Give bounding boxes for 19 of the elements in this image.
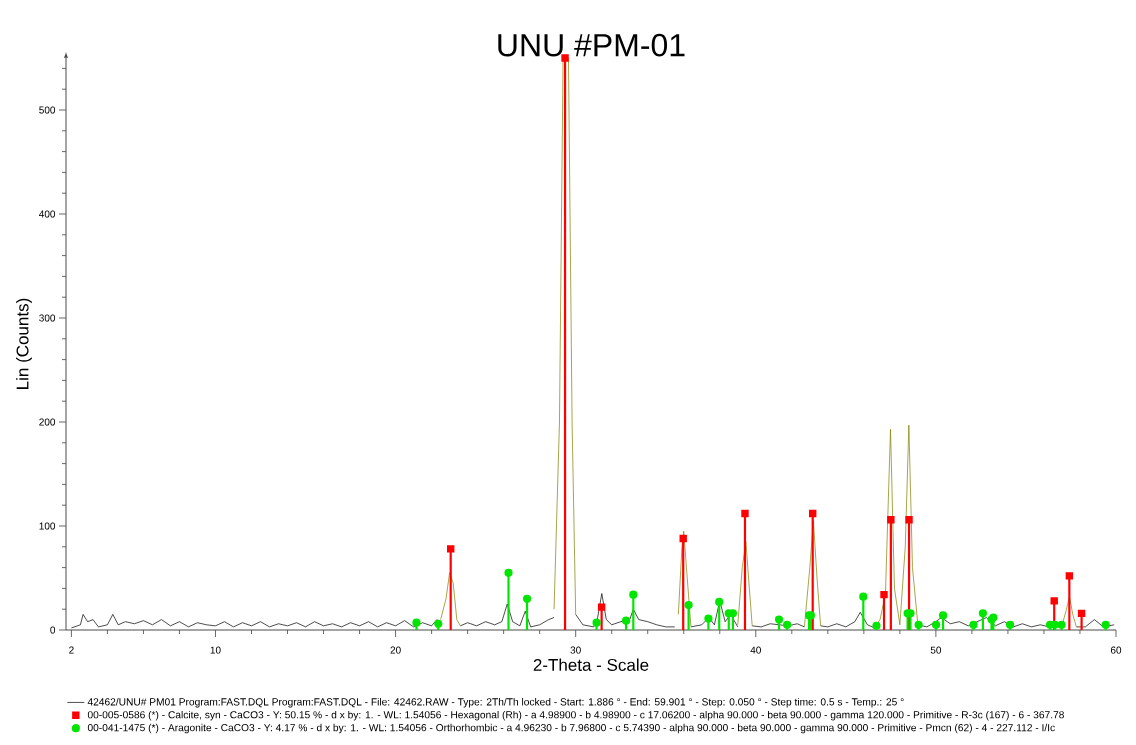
y-tick-label: 500: [39, 106, 56, 114]
legend-label: 42462/UNU# PM01 Program:FAST.DQL Program:FAST.DQL - File: 42462.RAW - Type: 2Th/Th locked - Start: 1.886 ° - End: 59.901 ° - Step: 0.050 ° - Step time: 0.5 s - Temp.: 25 °: [87, 697, 904, 708]
x-axis-title: 2-Theta - Scale: [533, 658, 649, 671]
x-tick-label: 40: [750, 646, 761, 654]
x-tick-label: 20: [390, 646, 401, 654]
y-tick-label: 0: [50, 626, 56, 634]
legend-label: 00-005-0586 (*) - Calcite, syn - CaCO3 - Y: 50.15 % - d x by: 1. - WL: 1.54056 - Hexagonal (Rh) - a 4.98900 - b 4.98900 - c 17.06200 - alpha 90.000 - beta 90.000 - gamma 120.000 - Primitive - R-3c (167) - 6 - 367.78: [87, 710, 1064, 721]
y-axis-title: Lin (Counts): [16, 298, 32, 389]
x-tick-label: 50: [930, 646, 942, 654]
x-tick-label: 10: [210, 646, 221, 654]
y-tick-label: 200: [39, 418, 56, 426]
x-tick-label: 2: [69, 646, 74, 654]
chart-title: UNU #PM-01: [498, 33, 685, 57]
y-tick-label: 300: [39, 314, 56, 322]
y-tick-label: 400: [39, 210, 56, 218]
x-tick-label: 60: [1110, 646, 1122, 654]
x-tick-label: 30: [570, 646, 581, 654]
legend-label: 00-041-1475 (*) - Aragonite - CaCO3 - Y: 4.17 % - d x by: 1. - WL: 1.54056 - Orthorhombic - a 4.96230 - b 7.96800 - c 5.74390 - alpha 90.000 - beta 90.000 - gamma 90.000 - Primitive - Pmcn (62) - 4 - 227.112 - I/Ic: [87, 723, 1055, 734]
y-tick-label: 100: [39, 522, 56, 530]
